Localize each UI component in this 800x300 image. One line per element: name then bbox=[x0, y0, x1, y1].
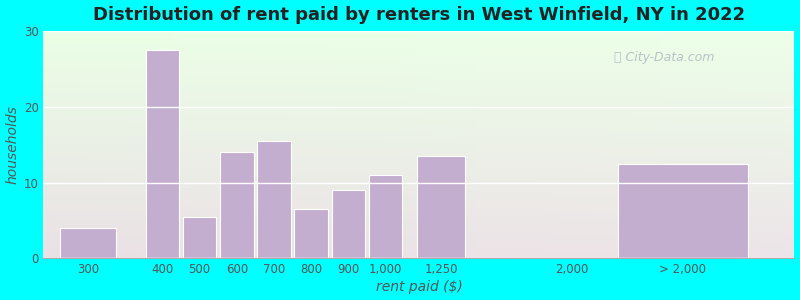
Y-axis label: households: households bbox=[6, 105, 19, 184]
Bar bbox=[331, 190, 365, 258]
Title: Distribution of rent paid by renters in West Winfield, NY in 2022: Distribution of rent paid by renters in … bbox=[93, 6, 745, 24]
Bar bbox=[294, 209, 328, 258]
Bar bbox=[183, 217, 216, 258]
Bar bbox=[369, 175, 402, 258]
Bar bbox=[258, 141, 290, 258]
Bar bbox=[417, 156, 466, 258]
Bar bbox=[618, 164, 748, 258]
Bar bbox=[146, 50, 179, 258]
X-axis label: rent paid ($): rent paid ($) bbox=[375, 280, 462, 294]
Bar bbox=[60, 228, 116, 258]
Text: ⦾ City-Data.com: ⦾ City-Data.com bbox=[614, 52, 714, 64]
Bar bbox=[220, 152, 254, 258]
